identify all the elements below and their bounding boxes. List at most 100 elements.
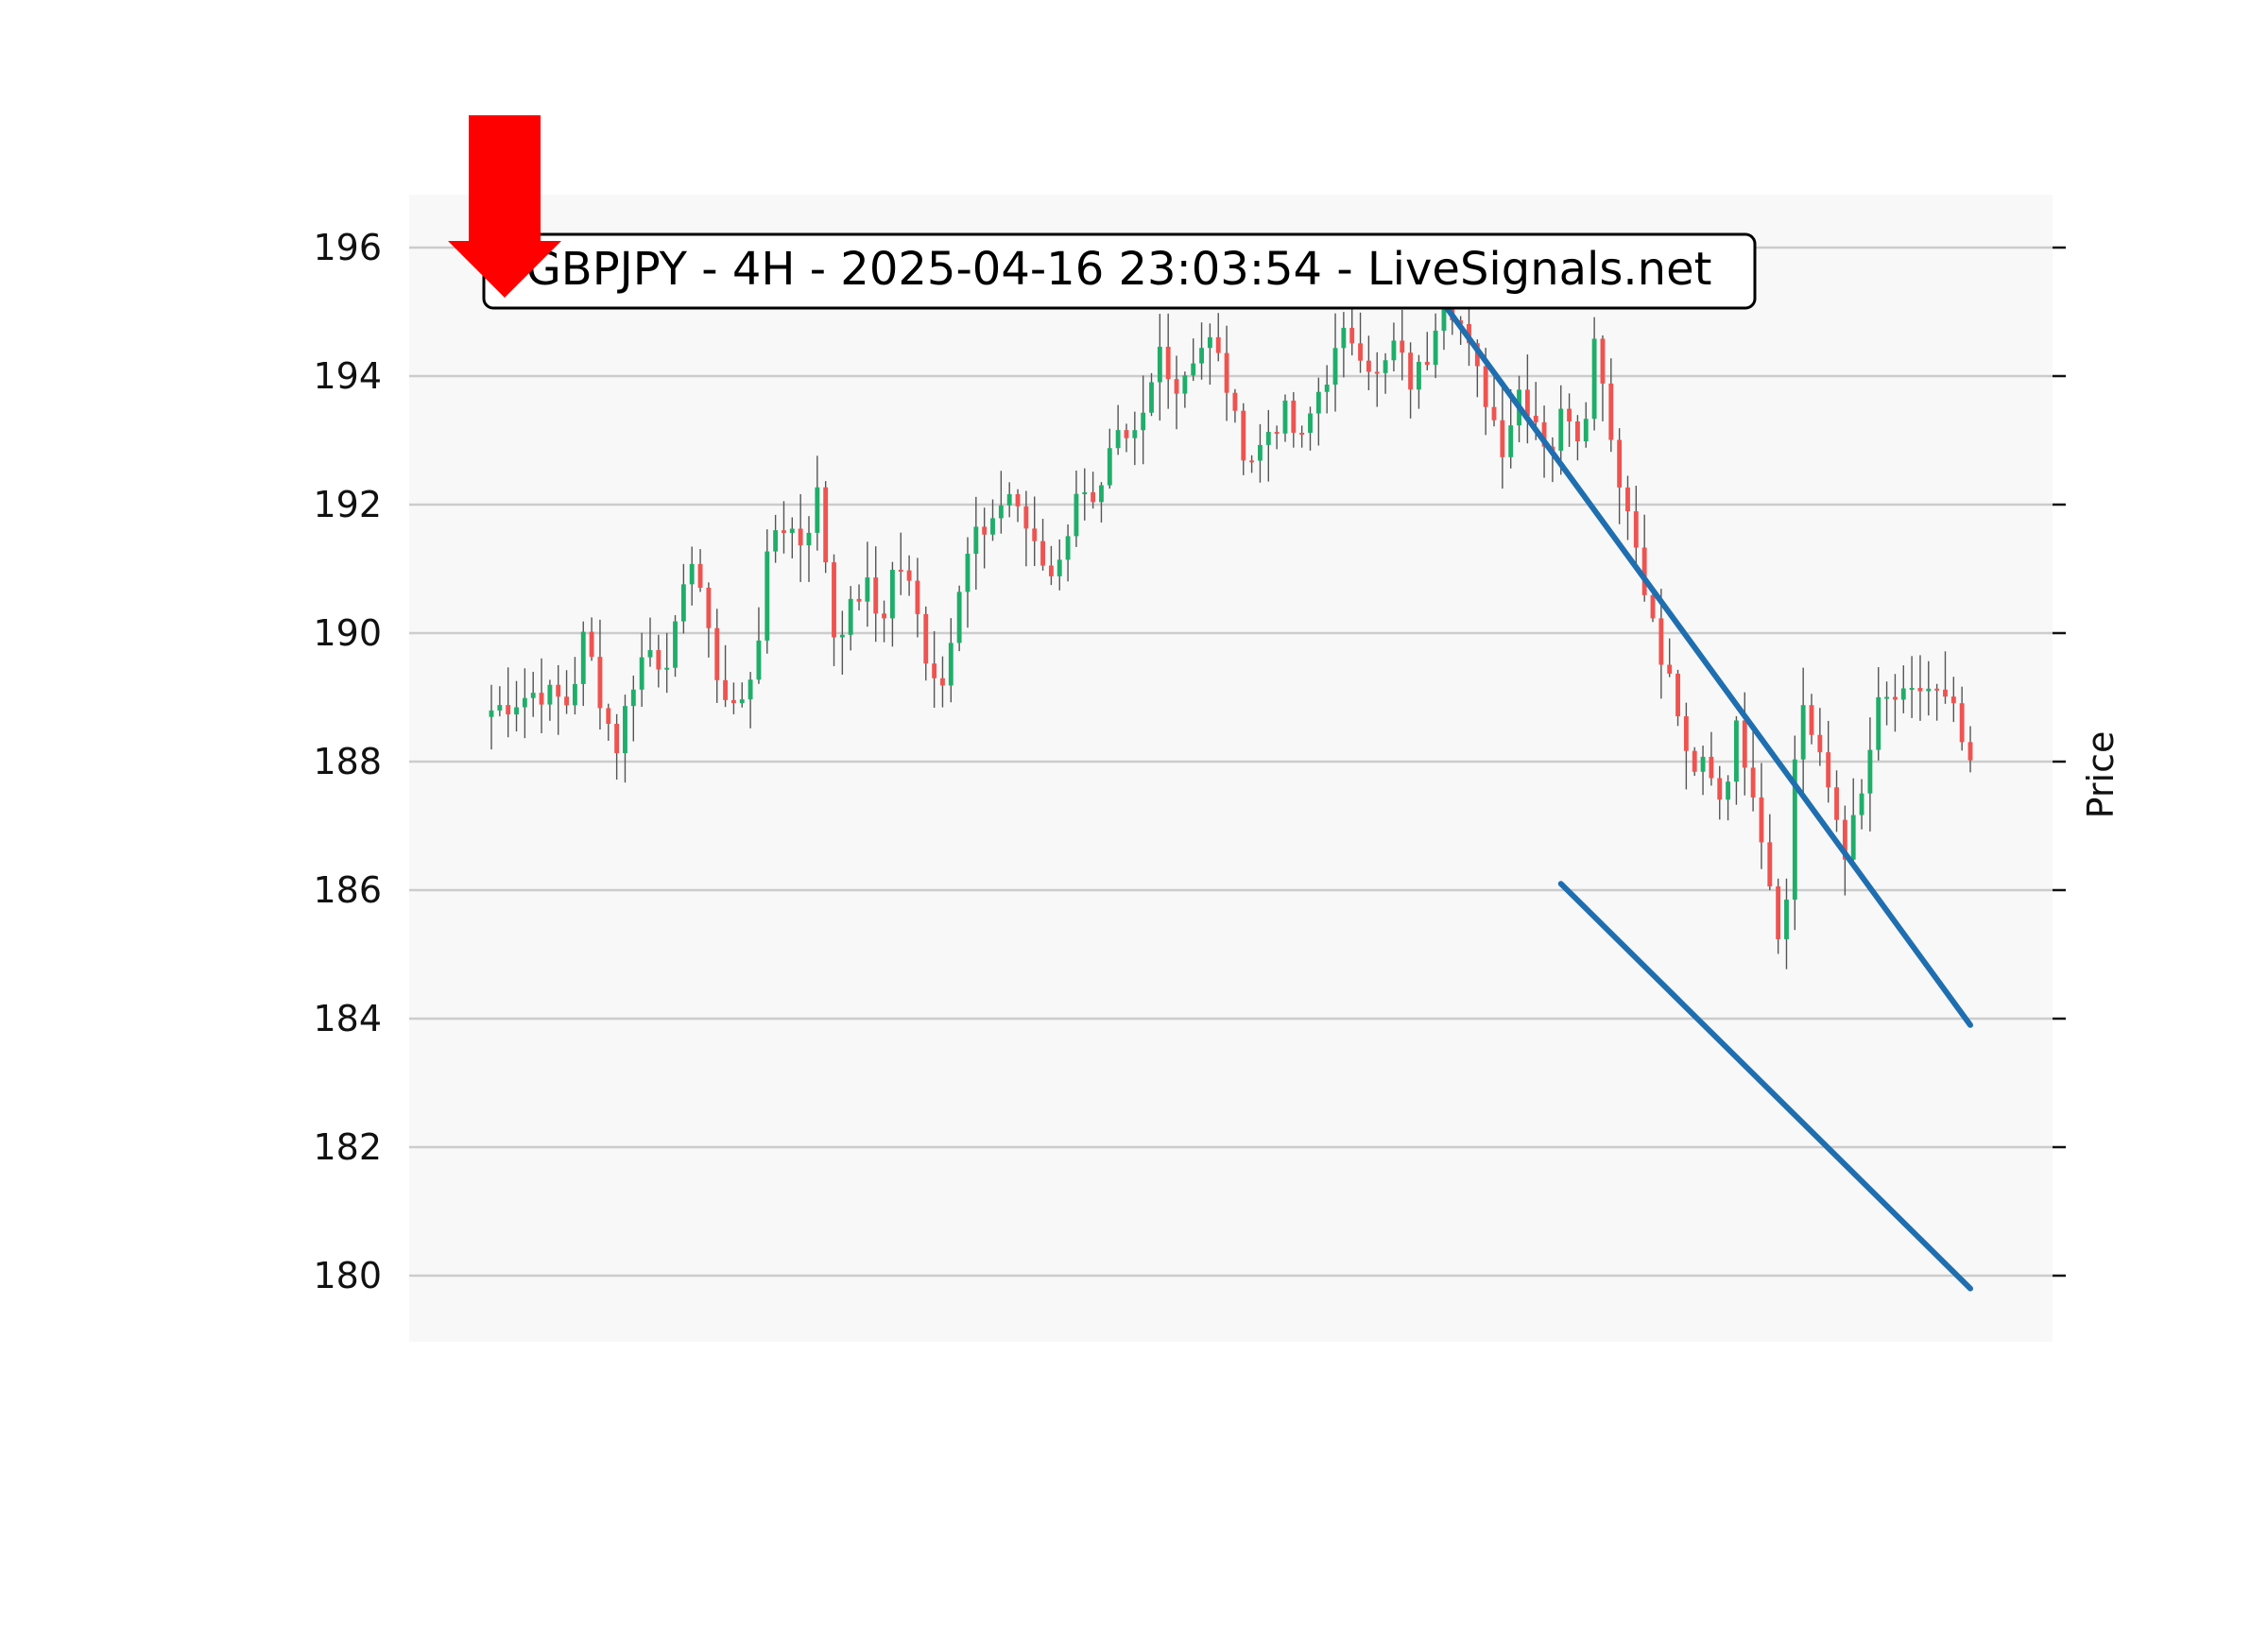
candle-body-up	[1182, 375, 1188, 394]
candle-body-down	[714, 627, 720, 680]
candle	[714, 609, 720, 703]
candle	[1943, 651, 1948, 704]
candle-body-up	[1315, 391, 1321, 414]
candle	[723, 644, 729, 708]
candle	[1241, 403, 1246, 475]
candle	[1767, 814, 1773, 891]
candle-body-up	[623, 706, 627, 754]
candle-body-down	[1776, 886, 1781, 939]
candle	[1207, 323, 1212, 386]
candle-body-up	[948, 643, 954, 686]
candle-body-up	[773, 530, 779, 552]
candle	[1332, 313, 1338, 412]
candle-body-down	[1759, 797, 1764, 843]
plot-background	[409, 195, 2053, 1342]
candle-body-up	[1132, 430, 1138, 438]
candle	[1950, 677, 1956, 723]
candle	[1165, 313, 1171, 409]
candle	[756, 607, 762, 684]
candle-body-up	[530, 693, 536, 698]
candle	[589, 617, 594, 661]
candle	[1876, 667, 1881, 761]
candle-body-up	[1733, 720, 1739, 782]
candle	[564, 670, 570, 714]
candle	[1776, 878, 1781, 954]
candle	[832, 554, 836, 666]
candle	[1057, 539, 1062, 591]
candle	[1224, 325, 1229, 421]
candle-body-down	[1934, 688, 1940, 691]
candle-body-up	[1558, 408, 1564, 451]
candle	[1675, 669, 1680, 727]
candle-body-down	[1943, 689, 1948, 697]
candle-body-down	[1842, 819, 1847, 860]
candle-body-down	[782, 530, 786, 534]
candle-body-up	[1784, 900, 1789, 939]
candle	[630, 675, 636, 742]
candle-body-down	[923, 613, 929, 664]
candle	[823, 481, 829, 574]
candle	[656, 634, 662, 688]
candle	[556, 664, 561, 735]
candle-body-down	[873, 577, 879, 614]
candle	[865, 541, 870, 627]
candle-body-down	[1809, 705, 1814, 735]
candle-body-up	[1867, 749, 1873, 794]
candle-body-up	[747, 679, 753, 700]
candle-body-down	[1641, 547, 1647, 595]
candle	[1834, 770, 1839, 832]
candle	[1132, 411, 1138, 466]
candle-body-down	[1567, 408, 1572, 421]
candle	[623, 695, 627, 783]
candle-body-down	[656, 650, 662, 670]
candle	[998, 471, 1004, 534]
candle	[673, 615, 678, 678]
candle-body-down	[1400, 340, 1405, 353]
candle-body-down	[1692, 750, 1697, 772]
candle-body-down	[606, 708, 611, 725]
candle-body-up	[1065, 536, 1071, 560]
candle-body-down	[1023, 506, 1029, 529]
candle-body-up	[1324, 385, 1330, 392]
candle	[1124, 423, 1129, 453]
candle-body-down	[1474, 343, 1480, 367]
candle	[1349, 308, 1355, 356]
candle-body-down	[1967, 742, 1973, 761]
candle	[1859, 779, 1864, 830]
candle	[664, 632, 670, 694]
candle	[1850, 778, 1856, 864]
candle-body-down	[1483, 366, 1488, 407]
candle-body-down	[556, 684, 561, 697]
candle	[514, 680, 519, 732]
candle	[1742, 692, 1747, 796]
candle-body-up	[756, 640, 762, 680]
candle-body-up	[497, 705, 503, 711]
candle	[815, 455, 820, 551]
y-tick-label-184: 184	[313, 998, 382, 1039]
candle-body-up	[889, 569, 895, 619]
candles	[489, 279, 1973, 969]
candle-body-up	[998, 505, 1004, 519]
candle-body-down	[597, 657, 603, 709]
candle-body-down	[1165, 346, 1171, 380]
candle	[606, 703, 611, 741]
candle	[1591, 317, 1597, 431]
candle	[990, 499, 995, 541]
candle	[1608, 358, 1614, 453]
candle	[639, 632, 644, 707]
candle-body-down	[1500, 420, 1505, 457]
candle-body-up	[1859, 793, 1864, 815]
candle	[506, 667, 511, 738]
candle-body-up	[1800, 705, 1806, 760]
candle	[1792, 735, 1797, 931]
candle	[1215, 313, 1221, 362]
candle	[1658, 589, 1664, 699]
candle-body-down	[1541, 421, 1547, 447]
candle	[547, 679, 553, 721]
candle-body-up	[1282, 400, 1288, 434]
candle	[1759, 763, 1764, 869]
candle-body-down	[1374, 371, 1380, 374]
candle	[1400, 309, 1405, 381]
candle-body-up	[765, 551, 770, 641]
candle	[680, 563, 686, 634]
